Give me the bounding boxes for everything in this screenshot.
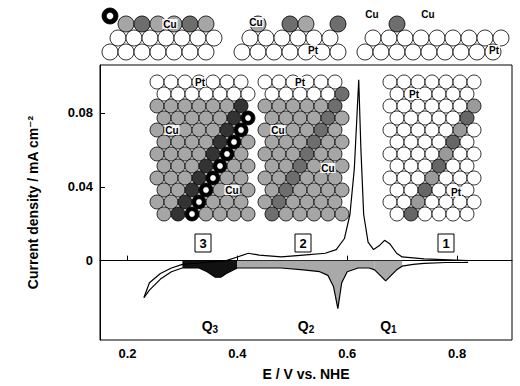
svg-text:0.4: 0.4: [228, 346, 247, 361]
svg-text:3: 3: [213, 324, 219, 335]
svg-text:Pt: Pt: [451, 187, 462, 198]
svg-text:Q: Q: [202, 318, 213, 334]
svg-text:2: 2: [309, 324, 315, 335]
svg-text:3: 3: [199, 236, 206, 251]
svg-text:0.8: 0.8: [448, 346, 466, 361]
svg-text:Cu: Cu: [225, 185, 238, 196]
svg-text:1: 1: [442, 236, 449, 251]
svg-text:Cu: Cu: [321, 163, 334, 174]
svg-text:Cu: Cu: [365, 9, 378, 20]
svg-text:Q: Q: [380, 318, 391, 334]
svg-text:Current density / mA cm⁻²: Current density / mA cm⁻²: [25, 115, 41, 289]
svg-text:0.04: 0.04: [68, 179, 94, 194]
svg-text:2: 2: [299, 236, 306, 251]
svg-text:Pt: Pt: [195, 77, 206, 88]
svg-text:Pt: Pt: [295, 77, 306, 88]
svg-text:1: 1: [391, 324, 397, 335]
svg-text:0.2: 0.2: [118, 346, 136, 361]
svg-text:Pt: Pt: [409, 89, 420, 100]
svg-text:Cu: Cu: [271, 125, 284, 136]
svg-text:Cu: Cu: [165, 125, 178, 136]
svg-text:Cu: Cu: [163, 19, 176, 30]
svg-text:Q: Q: [298, 318, 309, 334]
svg-text:Pt: Pt: [489, 45, 500, 56]
svg-text:0: 0: [86, 253, 93, 268]
svg-text:0.08: 0.08: [68, 105, 93, 120]
svg-text:E / V vs. NHE: E / V vs. NHE: [262, 366, 349, 382]
svg-text:Pt: Pt: [308, 45, 319, 56]
svg-text:0.6: 0.6: [338, 346, 356, 361]
svg-text:Cu: Cu: [249, 17, 262, 28]
svg-text:Cu: Cu: [421, 9, 434, 20]
